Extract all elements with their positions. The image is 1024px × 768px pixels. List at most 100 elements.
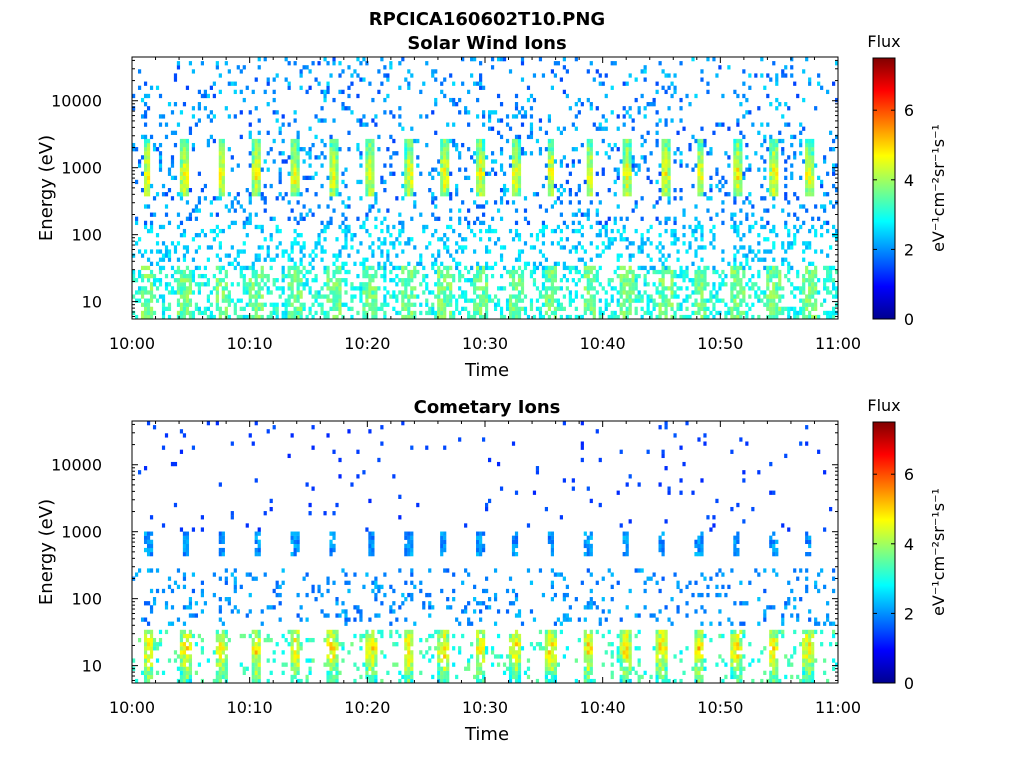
heatmap-cell: [769, 314, 773, 320]
heatmap-cell: [416, 294, 420, 299]
heatmap-cell: [664, 310, 668, 316]
heatmap-cell: [296, 273, 300, 279]
heatmap-cell: [140, 286, 145, 291]
heatmap-cell: [661, 155, 665, 160]
heatmap-cell: [137, 249, 142, 254]
heatmap-cell: [667, 73, 671, 78]
heatmap-cell: [814, 204, 818, 209]
heatmap-cell: [470, 314, 474, 320]
heatmap-cell: [443, 298, 447, 303]
heatmap-cell: [335, 637, 339, 643]
heatmap-cell: [296, 531, 300, 536]
heatmap-cell: [790, 171, 794, 176]
heatmap-cell: [299, 642, 303, 647]
heatmap-cell: [398, 310, 402, 316]
heatmap-cell: [218, 175, 222, 181]
heatmap-cell: [221, 175, 225, 181]
heatmap-cell: [221, 658, 225, 663]
heatmap-cell: [748, 163, 752, 168]
heatmap-cell: [383, 286, 387, 291]
heatmap-cell: [218, 171, 222, 176]
heatmap-cell: [149, 650, 154, 655]
heatmap-cell: [628, 282, 632, 287]
heatmap-cell: [446, 282, 450, 287]
heatmap-cell: [667, 302, 671, 307]
heatmap-cell: [188, 298, 193, 303]
heatmap-cell: [305, 674, 309, 680]
heatmap-cell: [410, 183, 414, 189]
heatmap-cell: [257, 273, 261, 279]
heatmap-cell: [332, 269, 336, 275]
heatmap-cell: [248, 633, 252, 639]
heatmap-cell: [511, 306, 516, 312]
heatmap-cell: [625, 188, 629, 193]
heatmap-cell: [410, 237, 414, 242]
heatmap-cell: [443, 179, 447, 185]
heatmap-cell: [332, 188, 336, 193]
heatmap-cell: [622, 142, 626, 148]
heatmap-cell: [263, 89, 267, 95]
heatmap-cell: [419, 253, 423, 258]
heatmap-cell: [290, 646, 294, 651]
heatmap-cell: [329, 142, 333, 148]
heatmap-cell: [628, 73, 632, 78]
heatmap-cell: [200, 61, 204, 66]
heatmap-cell: [604, 224, 608, 230]
heatmap-cell: [476, 310, 480, 316]
heatmap-cell: [203, 233, 207, 238]
heatmap-cell: [143, 547, 148, 553]
heatmap-cell: [332, 155, 336, 160]
heatmap-cell: [514, 147, 519, 152]
heatmap-cell: [161, 310, 166, 316]
heatmap-cell: [781, 306, 785, 312]
heatmap-cell: [296, 613, 300, 618]
heatmap-cell: [682, 208, 686, 213]
heatmap-cell: [359, 617, 363, 622]
heatmap-cell: [622, 122, 626, 127]
heatmap-cell: [697, 188, 701, 193]
heatmap-cell: [365, 654, 369, 659]
heatmap-cell: [182, 646, 187, 651]
heatmap-cell: [586, 192, 590, 197]
heatmap-cell: [443, 175, 447, 181]
heatmap-cell: [371, 650, 375, 655]
heatmap-cell: [407, 646, 411, 651]
heatmap-cell: [308, 69, 312, 74]
heatmap-cell: [170, 163, 175, 168]
heatmap-cell: [476, 163, 480, 168]
heatmap-cell: [392, 294, 396, 299]
heatmap-cell: [604, 290, 608, 295]
heatmap-cell: [482, 142, 486, 148]
heatmap-cell: [604, 126, 608, 131]
heatmap-cell: [383, 314, 387, 320]
heatmap-cell: [296, 265, 300, 271]
heatmap-cell: [697, 265, 701, 271]
heatmap-cell: [371, 678, 375, 684]
heatmap-cell: [257, 286, 261, 291]
heatmap-cell: [446, 151, 450, 156]
heatmap-cell: [356, 310, 360, 316]
heatmap-cell: [640, 265, 644, 271]
heatmap-cell: [359, 294, 363, 299]
heatmap-cell: [470, 155, 474, 160]
heatmap-cell: [401, 171, 405, 176]
heatmap-cell: [164, 282, 169, 287]
heatmap-cell: [829, 147, 833, 152]
heatmap-cell: [311, 257, 315, 262]
heatmap-cell: [658, 171, 662, 176]
heatmap-cell: [320, 249, 324, 254]
heatmap-cell: [371, 175, 375, 181]
heatmap-cell: [694, 253, 698, 258]
heatmap-cell: [404, 151, 408, 156]
heatmap-cell: [308, 306, 312, 312]
heatmap-cell: [185, 151, 190, 156]
heatmap-cell: [586, 142, 590, 148]
heatmap-cell: [413, 294, 417, 299]
heatmap-cell: [158, 159, 163, 164]
heatmap-cell: [329, 547, 333, 553]
heatmap-cell: [132, 658, 136, 663]
heatmap-cell: [407, 179, 411, 185]
heatmap-cell: [437, 302, 441, 307]
heatmap-cell: [227, 253, 231, 258]
heatmap-cell: [757, 286, 761, 291]
